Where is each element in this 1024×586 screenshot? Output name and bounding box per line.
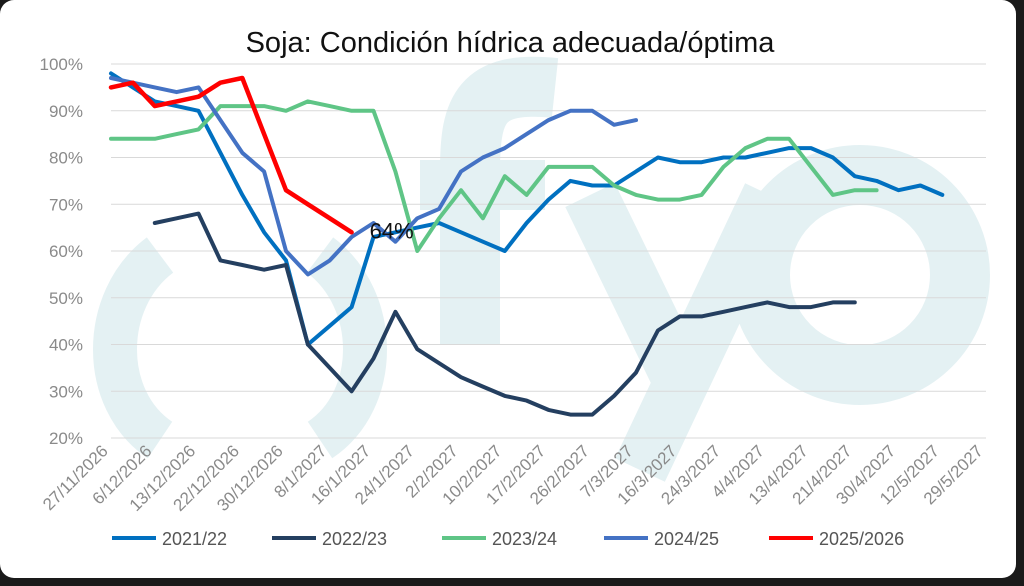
legend-label: 2021/22: [162, 529, 227, 549]
y-tick-label: 80%: [49, 149, 83, 168]
chart-frame: Soja: Condición hídrica adecuada/óptima …: [0, 0, 1016, 578]
legend-label: 2024/25: [654, 529, 719, 549]
series-lines: [108, 71, 945, 417]
legend-label: 2022/23: [322, 529, 387, 549]
chart-title: Soja: Condición hídrica adecuada/óptima: [246, 27, 776, 59]
series-line-2022-23: [152, 211, 857, 417]
legend: 2021/22 2022/23 2023/24 2024/25 2025/2026: [112, 529, 904, 549]
line-chart: Soja: Condición hídrica adecuada/óptima …: [39, 27, 990, 549]
y-tick-label: 30%: [49, 382, 83, 401]
y-tick-label: 70%: [49, 195, 83, 214]
watermark-paren-right: [305, 237, 387, 459]
watermark: [93, 56, 990, 482]
series-line-2023-24: [109, 99, 879, 253]
y-tick-label: 20%: [49, 429, 83, 448]
watermark-letter-o: [730, 145, 990, 405]
y-tick-label: 100%: [40, 55, 83, 74]
series-line-2021-22: [109, 71, 945, 347]
y-tick-label: 50%: [49, 289, 83, 308]
series-line-2024-25: [109, 76, 638, 277]
y-tick-label: 40%: [49, 336, 83, 355]
y-tick-label: 60%: [49, 242, 83, 261]
annotation-label: 64%: [370, 218, 414, 243]
x-axis: 27/11/20266/12/202613/12/202622/12/20263…: [39, 441, 987, 515]
legend-label: 2025/2026: [819, 529, 904, 549]
y-axis: 20% 30% 40% 50% 60% 70% 80% 90% 100%: [40, 55, 83, 448]
y-tick-label: 90%: [49, 102, 83, 121]
legend-label: 2023/24: [492, 529, 557, 549]
watermark-paren-left: [93, 237, 175, 459]
series-line-2025-2026: [108, 75, 354, 235]
